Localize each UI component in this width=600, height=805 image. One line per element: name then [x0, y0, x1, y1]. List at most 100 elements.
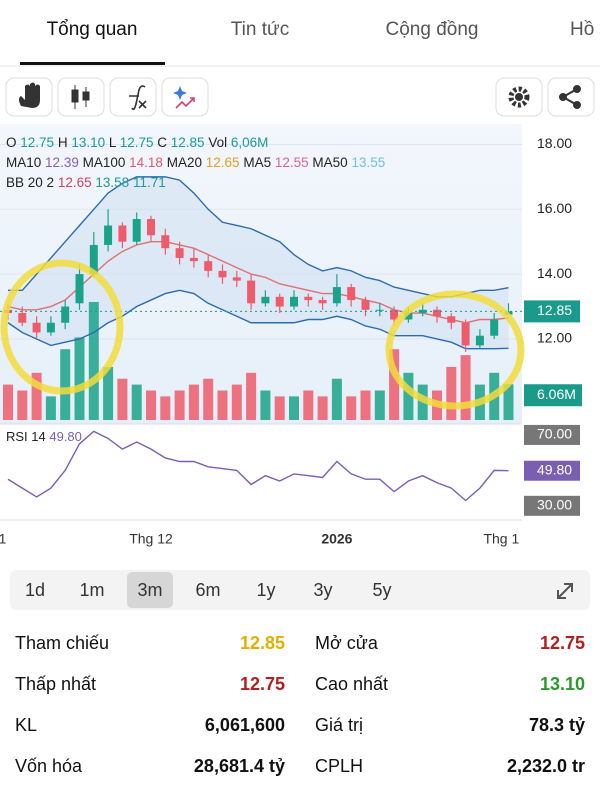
stat-value: 78.3 tỷ — [529, 715, 585, 735]
ma20-line — [7, 241, 509, 324]
candle-body — [189, 257, 198, 262]
candle-body — [247, 280, 256, 304]
rsi-line — [7, 430, 509, 502]
x-tick-label: Thg 12 — [129, 531, 173, 547]
y-tick-label: 18.00 — [537, 135, 572, 151]
range-option[interactable]: 3m — [137, 580, 162, 600]
candle-body — [261, 296, 270, 304]
volume-bar — [503, 384, 514, 420]
bb-upper-line — [8, 176, 509, 298]
candle-body — [433, 309, 441, 317]
legend-row: O 12.75 H 13.10 L 12.75 C 12.85 Vol 6,06… — [6, 135, 268, 150]
candle-body — [275, 296, 284, 307]
highlight-circle — [385, 290, 525, 410]
x-tick-label: Thg 11 — [0, 531, 7, 547]
candle-body — [61, 306, 70, 323]
gear-icon — [508, 86, 530, 108]
range-option[interactable]: 3y — [313, 580, 332, 600]
legend-label: L — [109, 135, 117, 150]
ai-tool[interactable] — [161, 77, 209, 117]
volume-bar — [360, 390, 371, 420]
legend-label: MA20 — [167, 155, 202, 170]
candle-body — [361, 300, 370, 310]
legend-value: 12.75 — [20, 135, 54, 150]
range-option[interactable]: 6m — [195, 580, 220, 600]
candle-body — [290, 296, 298, 307]
volume-bar — [103, 366, 114, 420]
legend-label: O — [6, 135, 17, 150]
volume-bar — [117, 378, 128, 420]
stat-value: 6,061,600 — [205, 715, 285, 735]
share-button[interactable] — [547, 77, 595, 117]
tab[interactable]: Tổng quan — [47, 19, 138, 40]
legend-value: 12.55 — [275, 155, 309, 170]
tab[interactable]: Cộng đồng — [386, 19, 479, 40]
sparkle-icon — [173, 86, 187, 100]
x-tick-label: 2026 — [321, 531, 352, 547]
range-option[interactable]: 1m — [79, 580, 104, 600]
trend-icon — [175, 97, 195, 109]
candle-body — [418, 309, 427, 314]
legend-label: H — [58, 135, 68, 150]
range-option[interactable]: 5y — [372, 580, 391, 600]
range-active — [127, 572, 173, 608]
candle-body — [104, 225, 113, 245]
stat-label: CPLH — [315, 756, 363, 776]
highlight-annotations — [0, 259, 525, 410]
volume-bar — [217, 390, 228, 420]
range-option[interactable]: 1y — [256, 580, 275, 600]
volume-bar — [374, 390, 385, 420]
candle-tool[interactable] — [57, 77, 105, 117]
legend-label: MA10 — [6, 155, 41, 170]
tab[interactable]: Tin tức — [231, 19, 289, 40]
legend-label: C — [157, 135, 167, 150]
rsi-tick-label: 70.00 — [537, 426, 572, 442]
candle-body — [218, 270, 227, 278]
volume-bar — [3, 384, 13, 420]
legend-value: 13.10 — [71, 135, 105, 150]
range-selector: 1d 1m 3m 6m 1y 3y 5y — [10, 570, 590, 610]
candle-body — [490, 319, 499, 336]
candle-body — [32, 322, 41, 333]
stat-label: Vốn hóa — [15, 756, 83, 776]
stat-label: Mở cửa — [315, 633, 379, 653]
toolbar — [5, 77, 595, 117]
volume-bar — [331, 378, 342, 420]
x-tick-label: Thg 1 — [483, 531, 519, 547]
stat-label: KL — [15, 715, 37, 735]
tab-indicator — [20, 62, 165, 65]
volume-bar — [346, 396, 357, 420]
tab-bar: Tổng quan Tin tức Cộng đồng Hồ — [20, 19, 594, 65]
stat-label: Cao nhất — [315, 674, 388, 694]
expand-button[interactable] — [557, 583, 573, 599]
volume-bar — [403, 372, 414, 420]
stat-label: Giá trị — [315, 715, 363, 735]
legend-value: 6,06M — [231, 135, 269, 150]
stat-label: Thấp nhất — [15, 674, 96, 694]
tab[interactable]: Hồ — [570, 19, 594, 40]
volume-bar — [231, 384, 242, 420]
range-option[interactable]: 1d — [25, 580, 45, 600]
candle-body — [447, 316, 456, 323]
volume-bar — [131, 384, 142, 420]
rsi-value: 49.80 — [49, 429, 82, 444]
stat-value: 28,681.4 tỷ — [194, 756, 285, 776]
indicator-tool[interactable] — [109, 77, 157, 117]
legend-value: 13.55 — [351, 155, 385, 170]
volume-bar — [446, 366, 457, 420]
candle-body — [304, 296, 313, 301]
last-volume-tag — [524, 384, 582, 407]
bb-lower-line — [7, 289, 509, 350]
candle-body — [175, 248, 184, 258]
legend-label: Vol — [208, 135, 227, 150]
chart-legend: RSI 14 49.80 O 12.75 H 13.10 L 12.75 C 12… — [6, 135, 385, 445]
volume-bar — [303, 390, 314, 420]
volume-bar — [246, 372, 257, 420]
rsi-tick-label: 30.00 — [537, 497, 572, 513]
hand-icon — [19, 82, 40, 108]
last-price-tag — [524, 300, 580, 323]
candle-body — [404, 313, 413, 320]
legend-label: MA100 — [83, 155, 126, 170]
